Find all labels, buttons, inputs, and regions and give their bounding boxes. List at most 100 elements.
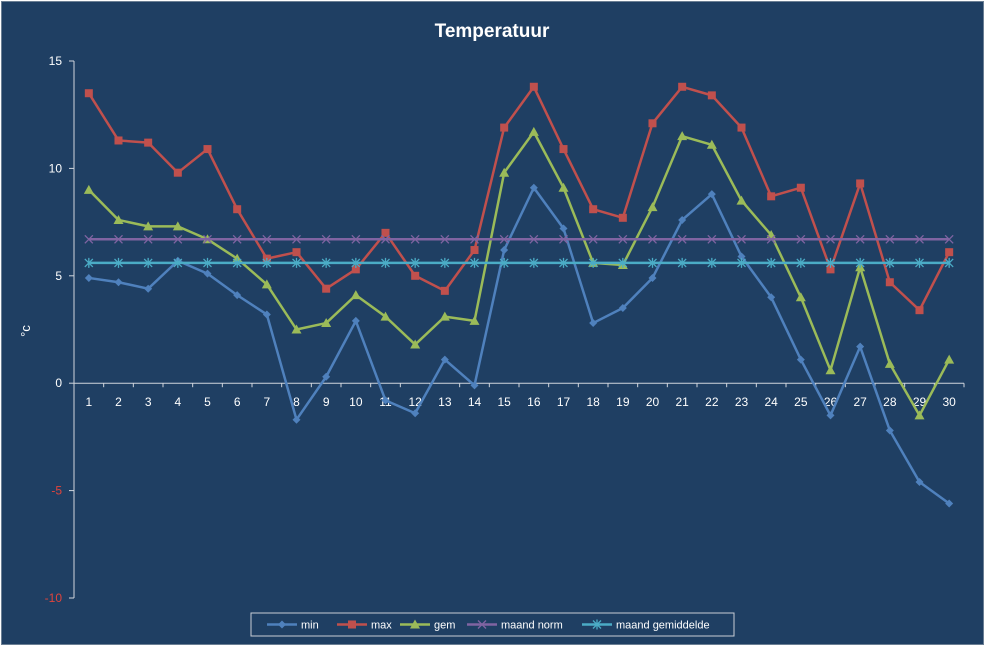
chart-title: Temperatuur — [435, 21, 550, 42]
x-tick-label: 2 — [115, 395, 122, 409]
data-point — [885, 278, 894, 287]
data-point — [477, 620, 487, 629]
legend: min max gem maand norm maand gemiddelde — [250, 612, 735, 637]
legend-label: max — [371, 620, 392, 632]
x-tick-label: 22 — [705, 395, 719, 409]
data-point — [589, 205, 598, 214]
data-point — [291, 324, 302, 334]
data-point — [528, 126, 539, 136]
data-point — [262, 257, 272, 268]
data-point — [114, 257, 123, 268]
y-tick-label: -10 — [45, 591, 63, 605]
data-point — [410, 257, 420, 268]
data-point — [559, 257, 568, 268]
x-tick-label: 25 — [794, 395, 808, 409]
data-point — [766, 257, 776, 268]
series-min — [84, 183, 954, 508]
data-point — [470, 381, 479, 390]
data-point — [559, 234, 568, 244]
legend-entry: max — [337, 620, 392, 632]
data-point — [559, 145, 568, 154]
data-point — [618, 257, 628, 268]
data-point — [232, 234, 242, 244]
data-point — [381, 257, 390, 268]
data-point — [499, 167, 510, 177]
series-gem — [83, 126, 955, 420]
legend-label: gem — [434, 620, 455, 632]
data-point — [707, 190, 716, 199]
data-point — [884, 358, 895, 368]
data-point — [203, 234, 212, 244]
data-point — [529, 183, 538, 192]
data-point — [292, 257, 301, 268]
data-point — [114, 278, 123, 287]
data-point — [439, 311, 450, 321]
data-point — [529, 257, 539, 268]
data-point — [915, 306, 924, 315]
y-tick-label: -5 — [51, 484, 62, 498]
data-point — [469, 315, 480, 325]
legend-label: maand gemiddelde — [616, 620, 710, 632]
data-point — [113, 214, 124, 224]
data-point — [796, 355, 805, 364]
data-point — [233, 291, 242, 300]
data-point — [470, 246, 479, 255]
data-point — [278, 620, 286, 629]
data-point — [411, 271, 420, 280]
data-point — [885, 234, 895, 244]
data-point — [945, 499, 954, 508]
y-tick-label: 5 — [55, 269, 62, 283]
legend-entry: min — [267, 620, 319, 632]
data-point — [678, 82, 687, 91]
data-point — [351, 265, 360, 274]
data-point — [826, 265, 835, 274]
data-point — [262, 310, 271, 319]
legend-label: maand norm — [501, 620, 563, 632]
data-point — [233, 205, 242, 214]
data-point — [173, 168, 182, 177]
data-point — [677, 234, 687, 244]
data-point — [114, 136, 123, 145]
data-point — [677, 257, 687, 268]
data-point — [796, 234, 806, 244]
x-tick-label: 19 — [616, 395, 630, 409]
series-maand-gemiddelde — [84, 257, 954, 268]
series-line — [87, 85, 951, 312]
data-point — [588, 234, 598, 244]
x-tick-label: 8 — [293, 395, 300, 409]
data-point — [470, 234, 479, 244]
data-point — [944, 234, 954, 244]
data-point — [143, 257, 153, 268]
series-layer — [83, 82, 955, 508]
data-point — [410, 339, 421, 349]
data-point — [796, 183, 805, 192]
data-point — [261, 279, 272, 289]
data-point — [915, 478, 924, 487]
data-point — [500, 123, 509, 132]
data-point — [292, 234, 301, 244]
x-tick-label: 4 — [174, 395, 181, 409]
data-point — [440, 257, 450, 268]
data-point — [706, 139, 717, 149]
data-point — [826, 234, 835, 244]
series-maand-norm — [84, 234, 954, 244]
data-point — [348, 620, 356, 629]
x-tick-label: 3 — [145, 395, 152, 409]
data-point — [114, 234, 123, 244]
y-tick-label: 10 — [49, 161, 63, 175]
data-point — [826, 411, 835, 420]
x-tick-label: 20 — [646, 395, 660, 409]
data-point — [915, 234, 924, 244]
data-point — [499, 234, 509, 244]
x-tick-label: 10 — [349, 395, 363, 409]
data-point — [737, 257, 746, 268]
x-tick-label: 13 — [438, 395, 452, 409]
x-tick-label: 5 — [204, 395, 211, 409]
x-tick-label: 16 — [527, 395, 541, 409]
data-point — [380, 311, 391, 321]
data-point — [440, 355, 449, 364]
data-point — [173, 257, 183, 268]
data-point — [144, 138, 153, 147]
data-point — [796, 257, 806, 268]
x-tick-label: 14 — [468, 395, 482, 409]
